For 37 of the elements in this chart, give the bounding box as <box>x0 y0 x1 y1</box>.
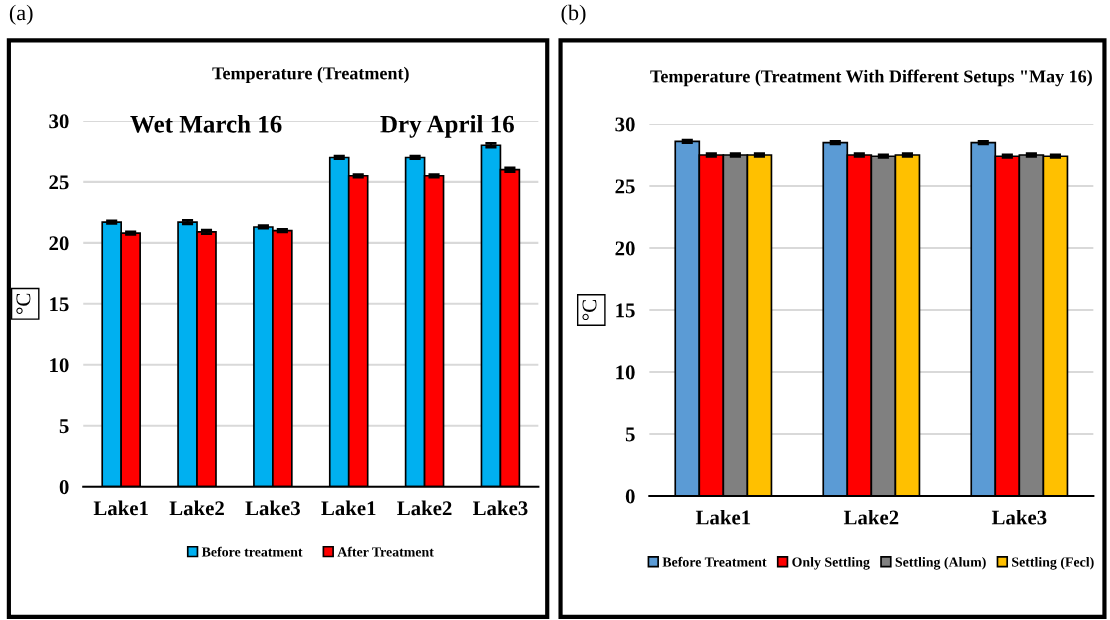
y-axis-title: °C <box>16 293 31 314</box>
legend-label: Settling (Alum) <box>895 556 986 570</box>
legend-label: After Treatment <box>337 546 434 557</box>
y-tick-label: 25 <box>49 175 69 190</box>
text: (a) <box>9 4 33 25</box>
y-tick-label: 15 <box>616 303 635 318</box>
annotation: Wet March 16 <box>130 115 282 133</box>
x-tick-label: Lake3 <box>473 500 528 516</box>
y-tick-label: 10 <box>616 365 635 380</box>
annotation: Dry April 16 <box>380 115 514 138</box>
chart-title: Temperature (Treatment) <box>212 66 409 84</box>
x-tick-label: Lake1 <box>93 500 148 516</box>
y-tick-label: 25 <box>615 179 635 194</box>
y-tick-label: 30 <box>49 114 69 129</box>
x-tick-label: Lake3 <box>991 509 1047 525</box>
y-tick-label: 5 <box>625 427 635 442</box>
y-tick-label: 20 <box>49 236 69 251</box>
y-tick-label: 15 <box>50 297 69 312</box>
y-tick-label: 0 <box>625 489 635 504</box>
y-tick-label: 0 <box>59 480 69 495</box>
chart-title: Temperature (Treatment With Different Setups "May 16) <box>650 69 1092 87</box>
y-tick-label: 30 <box>615 117 635 132</box>
y-tick-label: 10 <box>50 358 69 373</box>
y-tick-label: 20 <box>615 241 635 256</box>
y-axis-title: °C <box>582 300 597 321</box>
legend-label: Before Treatment <box>662 556 767 567</box>
legend-label: Before treatment <box>201 546 303 557</box>
x-tick-label: Lake2 <box>397 500 452 516</box>
legend-label: Only Settling <box>792 556 870 570</box>
x-tick-label: Lake2 <box>169 500 224 516</box>
x-tick-label: Lake2 <box>843 509 899 525</box>
x-tick-label: Lake1 <box>321 500 376 516</box>
x-tick-label: Lake3 <box>245 500 300 516</box>
x-tick-label: Lake1 <box>695 509 751 525</box>
legend-label: Settling (Fecl) <box>1012 556 1094 570</box>
y-tick-label: 5 <box>59 419 69 434</box>
text: (b) <box>561 4 586 25</box>
